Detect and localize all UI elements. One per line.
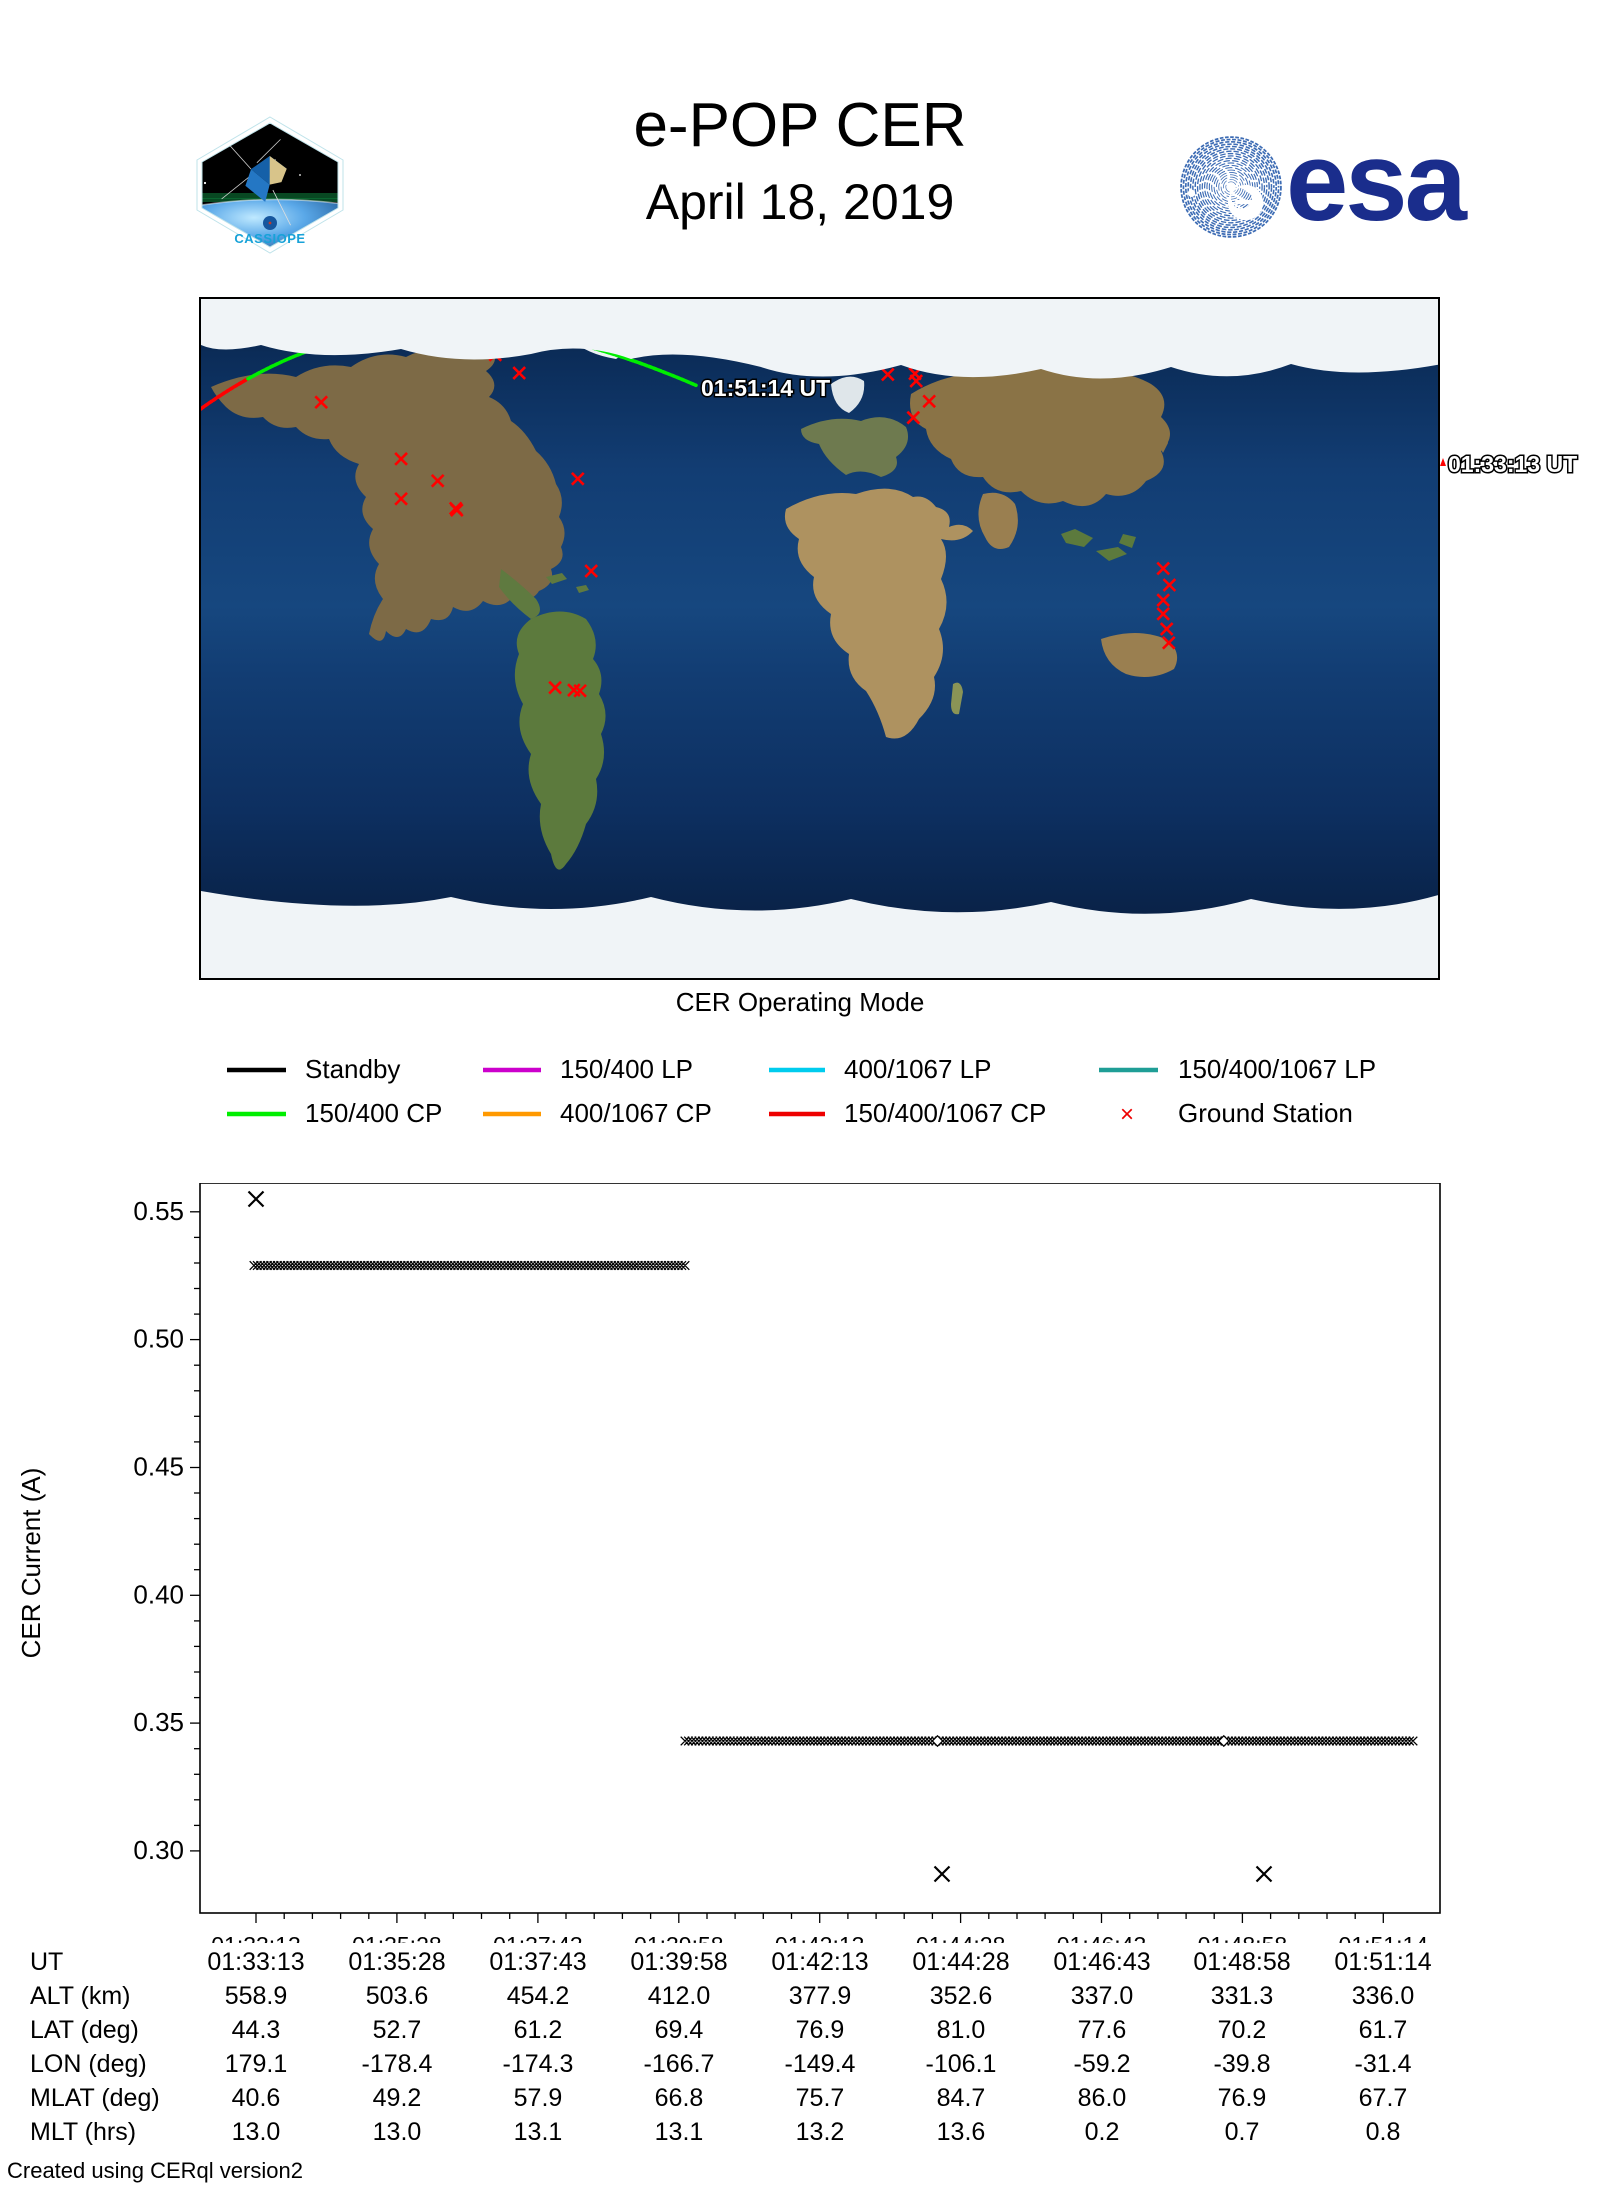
svg-text:01:37:43: 01:37:43 (489, 1948, 586, 1976)
svg-text:0.45: 0.45 (133, 1452, 184, 1482)
svg-text:52.7: 52.7 (373, 2016, 422, 2044)
svg-text:-166.7: -166.7 (644, 2050, 715, 2078)
svg-text:01:35:28: 01:35:28 (348, 1948, 445, 1976)
svg-text:49.2: 49.2 (373, 2084, 422, 2112)
svg-text:-39.8: -39.8 (1214, 2050, 1271, 2078)
svg-text:-178.4: -178.4 (362, 2050, 433, 2078)
svg-text:MLT (hrs): MLT (hrs) (30, 2118, 136, 2146)
svg-text:01:44:28: 01:44:28 (916, 1932, 1006, 1943)
svg-text:01:44:28: 01:44:28 (912, 1948, 1009, 1976)
svg-text:66.8: 66.8 (655, 2084, 704, 2112)
svg-text:-174.3: -174.3 (503, 2050, 574, 2078)
svg-text:400/1067 CP: 400/1067 CP (560, 1098, 712, 1128)
svg-text:01:33:13: 01:33:13 (207, 1948, 304, 1976)
svg-text:84.7: 84.7 (937, 2084, 986, 2112)
svg-text:76.9: 76.9 (1218, 2084, 1267, 2112)
svg-text:-149.4: -149.4 (785, 2050, 856, 2078)
svg-text:67.7: 67.7 (1359, 2084, 1408, 2112)
svg-text:13.2: 13.2 (796, 2118, 845, 2146)
svg-text:77.6: 77.6 (1078, 2016, 1127, 2044)
svg-text:179.1: 179.1 (225, 2050, 288, 2078)
svg-text:01:37:43: 01:37:43 (493, 1932, 583, 1943)
svg-text:86.0: 86.0 (1078, 2084, 1127, 2112)
svg-text:0.7: 0.7 (1225, 2118, 1260, 2146)
svg-text:57.9: 57.9 (514, 2084, 563, 2112)
svg-text:CASSIOPE: CASSIOPE (234, 231, 305, 246)
svg-text:150/400/1067 LP: 150/400/1067 LP (1178, 1054, 1376, 1084)
svg-text:0.8: 0.8 (1366, 2118, 1401, 2146)
svg-text:503.6: 503.6 (366, 1982, 429, 2010)
svg-text:-31.4: -31.4 (1355, 2050, 1412, 2078)
svg-text:01:39:58: 01:39:58 (630, 1948, 727, 1976)
svg-text:61.7: 61.7 (1359, 2016, 1408, 2044)
svg-text:Ground Station: Ground Station (1178, 1098, 1353, 1128)
svg-text:150/400 CP: 150/400 CP (305, 1098, 442, 1128)
svg-text:0.50: 0.50 (133, 1324, 184, 1354)
svg-text:0.35: 0.35 (133, 1707, 184, 1737)
svg-text:13.1: 13.1 (514, 2118, 563, 2146)
svg-text:01:48:58: 01:48:58 (1193, 1948, 1290, 1976)
svg-text:336.0: 336.0 (1352, 1982, 1415, 2010)
svg-text:ALT (km): ALT (km) (30, 1982, 130, 2010)
svg-text:81.0: 81.0 (937, 2016, 986, 2044)
svg-text:01:51:14: 01:51:14 (1339, 1932, 1429, 1943)
svg-text:0.2: 0.2 (1085, 2118, 1120, 2146)
svg-text:13.1: 13.1 (655, 2118, 704, 2146)
svg-text:01:51:14 UT: 01:51:14 UT (701, 375, 830, 401)
svg-text:MLAT (deg): MLAT (deg) (30, 2084, 160, 2112)
svg-text:01:42:13: 01:42:13 (771, 1948, 868, 1976)
svg-text:337.0: 337.0 (1071, 1982, 1134, 2010)
svg-text:75.7: 75.7 (796, 2084, 845, 2112)
svg-text:352.6: 352.6 (930, 1982, 993, 2010)
svg-text:331.3: 331.3 (1211, 1982, 1274, 2010)
svg-text:40.6: 40.6 (232, 2084, 281, 2112)
svg-text:01:42:13: 01:42:13 (775, 1932, 865, 1943)
svg-text:×: × (1120, 1101, 1134, 1128)
svg-text:13.0: 13.0 (232, 2118, 281, 2146)
svg-text:UT: UT (30, 1948, 63, 1976)
svg-text:13.0: 13.0 (373, 2118, 422, 2146)
svg-text:-106.1: -106.1 (926, 2050, 997, 2078)
svg-text:LON (deg): LON (deg) (30, 2050, 147, 2078)
svg-text:0.55: 0.55 (133, 1196, 184, 1226)
svg-text:0.40: 0.40 (133, 1579, 184, 1609)
svg-text:44.3: 44.3 (232, 2016, 281, 2044)
svg-text:400/1067 LP: 400/1067 LP (844, 1054, 991, 1084)
svg-text:76.9: 76.9 (796, 2016, 845, 2044)
svg-text:377.9: 377.9 (789, 1982, 852, 2010)
svg-text:Standby: Standby (305, 1054, 400, 1084)
svg-text:01:46:43: 01:46:43 (1053, 1948, 1150, 1976)
svg-text:61.2: 61.2 (514, 2016, 563, 2044)
svg-text:01:48:58: 01:48:58 (1198, 1932, 1288, 1943)
svg-text:70.2: 70.2 (1218, 2016, 1267, 2044)
svg-text:-59.2: -59.2 (1074, 2050, 1131, 2078)
svg-text:0.30: 0.30 (133, 1835, 184, 1865)
svg-text:LAT (deg): LAT (deg) (30, 2016, 139, 2044)
svg-text:01:33:13: 01:33:13 (211, 1932, 301, 1943)
svg-text:01:33:13 UT: 01:33:13 UT (1448, 451, 1577, 477)
svg-text:01:51:14: 01:51:14 (1334, 1948, 1431, 1976)
svg-text:13.6: 13.6 (937, 2118, 986, 2146)
svg-text:454.2: 454.2 (507, 1982, 570, 2010)
svg-text:150/400 LP: 150/400 LP (560, 1054, 693, 1084)
svg-text:01:39:58: 01:39:58 (634, 1932, 724, 1943)
svg-text:CER Current (A): CER Current (A) (16, 1468, 46, 1659)
svg-text:412.0: 412.0 (648, 1982, 711, 2010)
svg-text:558.9: 558.9 (225, 1982, 288, 2010)
svg-text:01:46:43: 01:46:43 (1057, 1932, 1147, 1943)
svg-text:01:35:28: 01:35:28 (352, 1932, 442, 1943)
svg-text:69.4: 69.4 (655, 2016, 704, 2044)
svg-text:150/400/1067 CP: 150/400/1067 CP (844, 1098, 1046, 1128)
